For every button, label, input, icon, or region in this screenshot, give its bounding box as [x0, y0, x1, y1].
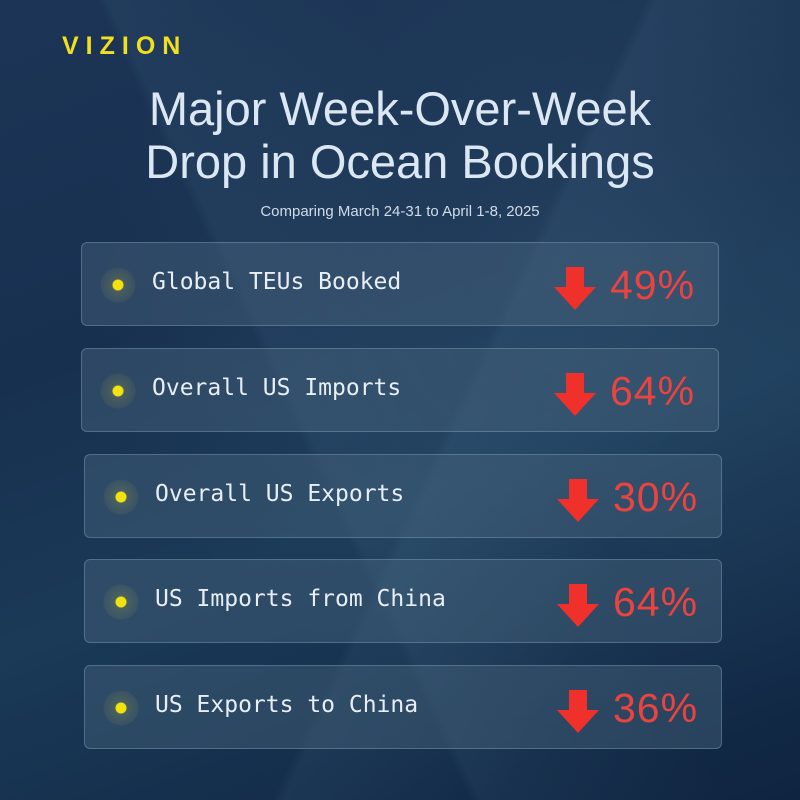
title-line-2: Drop in Ocean Bookings: [145, 135, 655, 188]
bullet-dot-icon: [100, 267, 136, 303]
arrow-down-icon: [557, 584, 599, 627]
stat-label: Overall US Exports: [155, 481, 405, 507]
stat-label: Global TEUs Booked: [152, 269, 402, 295]
arrow-down-icon: [554, 267, 596, 310]
bullet-dot-icon: [100, 373, 136, 409]
stat-value: 64%: [610, 368, 696, 414]
stat-card: Global TEUs Booked 49%: [81, 242, 719, 326]
bullet-dot-icon: [103, 584, 139, 620]
stat-card: US Imports from China 64%: [84, 559, 722, 643]
arrow-down-icon: [554, 373, 596, 416]
stat-card: US Exports to China 36%: [84, 665, 722, 749]
arrow-down-icon: [557, 479, 599, 522]
stat-value: 49%: [610, 262, 696, 308]
stat-card: Overall US Imports 64%: [81, 348, 719, 432]
bullet-dot-icon: [103, 690, 139, 726]
stat-value: 36%: [613, 685, 699, 731]
stat-label: Overall US Imports: [152, 375, 402, 401]
title-line-1: Major Week-Over-Week: [148, 82, 652, 135]
subtitle: Comparing March 24-31 to April 1-8, 2025: [260, 203, 540, 220]
stat-value: 30%: [613, 474, 699, 520]
arrow-down-icon: [557, 690, 599, 733]
stat-value: 64%: [613, 579, 699, 625]
vizion-logo: VIZION: [62, 32, 188, 60]
bullet-dot-icon: [103, 479, 139, 515]
stat-card: Overall US Exports 30%: [84, 454, 722, 538]
stat-label: US Exports to China: [155, 692, 419, 718]
page-title: Major Week-Over-Week Drop in Ocean Booki…: [0, 82, 800, 188]
stat-label: US Imports from China: [155, 586, 446, 612]
